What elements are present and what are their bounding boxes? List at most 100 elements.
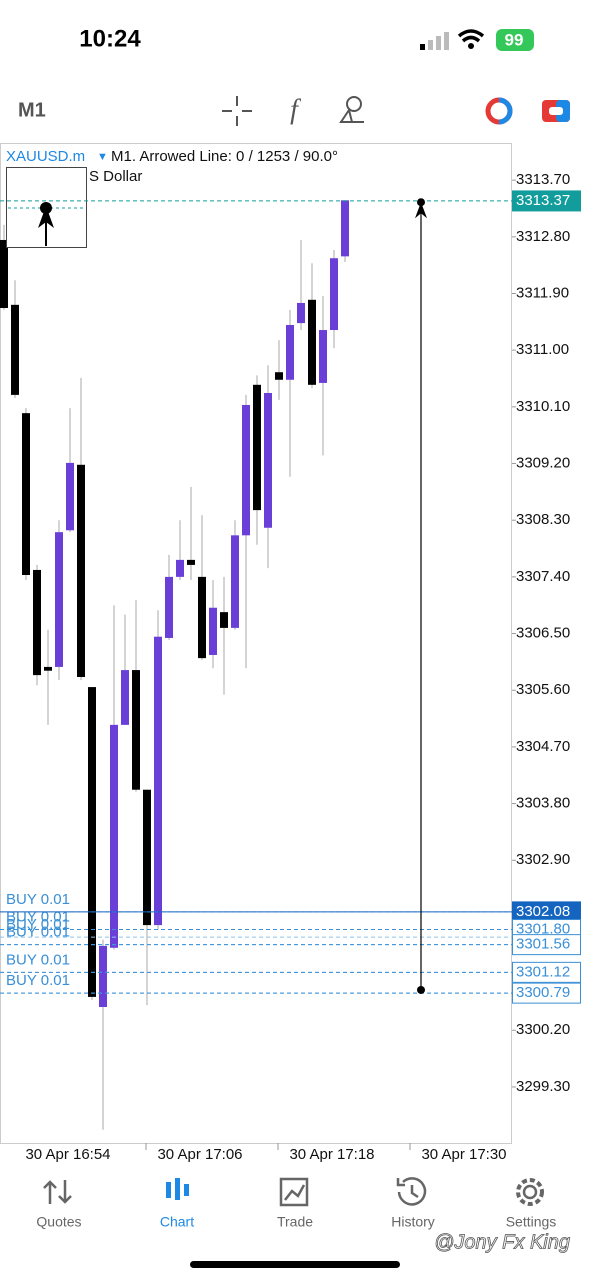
one-click-button[interactable] [542,100,570,122]
y-tick-label: 3305.60 [516,681,570,698]
price-box [512,190,581,212]
candle-body [99,945,107,1007]
signal-icon [420,32,449,50]
wifi-dot [468,43,474,49]
candle-body [55,532,63,667]
candle-body [176,559,184,577]
order-label: BUY 0.01 [6,972,70,989]
symbol-description: S Dollar [89,168,142,185]
candle-body [275,372,283,380]
price-label: 3301.12 [516,963,570,980]
y-tick-label: 3309.20 [516,454,570,471]
candle-body [253,384,261,511]
candle-body [209,607,217,655]
tab-label[interactable]: Trade [277,1214,313,1230]
tab-icons [43,1177,544,1207]
price-label: 3301.56 [516,936,570,953]
candle-body [297,302,305,324]
arrow-head [415,202,427,219]
price-label: 3300.79 [516,984,570,1001]
order-label: BUY 0.01 [6,951,70,968]
candle-body [33,569,41,676]
arrow-end [417,198,425,207]
candle-body [121,670,129,725]
candle-body [286,324,294,380]
price-box [512,934,581,956]
candle-body [44,666,52,671]
object-preview [6,167,87,248]
candle-body [198,576,206,659]
candle-body [264,393,272,528]
tab-label[interactable]: Settings [506,1214,557,1230]
candle-body [242,404,250,536]
y-tick-label: 3304.70 [516,738,570,755]
chart-frame [0,143,512,1144]
candle-body [132,670,140,790]
y-tick-label: 3307.40 [516,568,570,585]
indicators-button[interactable]: f [290,94,301,125]
y-tick-label: 3306.50 [516,625,570,642]
plot [0,200,349,1130]
symbol-dropdown[interactable]: ▼ [97,151,108,163]
order-label: BUY 0.01 [6,924,70,941]
candle-body [319,330,327,383]
y-tick-label: 3300.20 [516,1021,570,1038]
watermark: @Jony Fx King [434,1231,570,1253]
candle-body [11,304,19,395]
order-label: BUY 0.01 [6,891,70,908]
y-tick-label: 3312.80 [516,228,570,245]
x-tick-label: 30 Apr 17:06 [157,1146,242,1163]
tab-label[interactable]: Chart [160,1214,194,1230]
y-tick-label: 3311.90 [516,284,569,301]
x-tick-label: 30 Apr 16:54 [25,1146,110,1163]
price-box [512,982,581,1004]
tab-label[interactable]: History [391,1214,435,1230]
price-label: 3302.08 [516,903,570,920]
x-tick-label: 30 Apr 17:30 [421,1146,506,1163]
order-label: BUY 0.01 [6,916,70,933]
y-tick-label: 3310.10 [516,398,570,415]
candle-body [154,636,162,926]
object-info: M1. Arrowed Line: 0 / 1253 / 90.0° [111,148,338,165]
y-tick-label: 3299.30 [516,1078,570,1095]
y-tick-label: 3302.90 [516,851,570,868]
candle-body [66,462,74,531]
y-tick-label: 3313.70 [516,171,570,188]
y-tick-label: 3303.80 [516,795,570,812]
y-tick-label: 3308.30 [516,511,570,528]
candle-body [88,687,96,997]
candle-body [110,724,118,948]
x-tick-label: 30 Apr 17:18 [289,1146,374,1163]
candle-body [341,200,349,257]
status-time: 10:24 [79,25,141,52]
price-box [512,961,581,983]
objects-button[interactable] [339,96,364,123]
home-indicator [190,1261,400,1268]
battery-level: 99 [505,30,524,49]
candle-body [165,576,173,638]
trading-button[interactable] [485,97,513,125]
arrow-start [417,985,425,994]
chart-tab-icon [166,1178,189,1200]
candle-body [22,413,30,575]
battery [496,29,534,51]
price-label: 3313.37 [516,192,570,209]
wifi-icon [457,29,485,43]
candle-body [0,239,8,308]
y-tick-label: 3311.00 [516,341,569,358]
order-label: BUY 0.01 [6,908,70,925]
candle-body [231,535,239,628]
candle-body [308,299,316,385]
candle-body [143,789,151,926]
candle-body [330,258,338,331]
timeframe-button[interactable]: M1 [18,99,46,121]
crosshair-button[interactable] [222,96,252,126]
tab-label[interactable]: Quotes [36,1214,81,1230]
candle-body [77,464,85,678]
candle-body [220,612,228,628]
candle-body [187,559,195,565]
price-label: 3301.80 [516,920,570,937]
symbol[interactable]: XAUUSD.m [6,148,85,165]
